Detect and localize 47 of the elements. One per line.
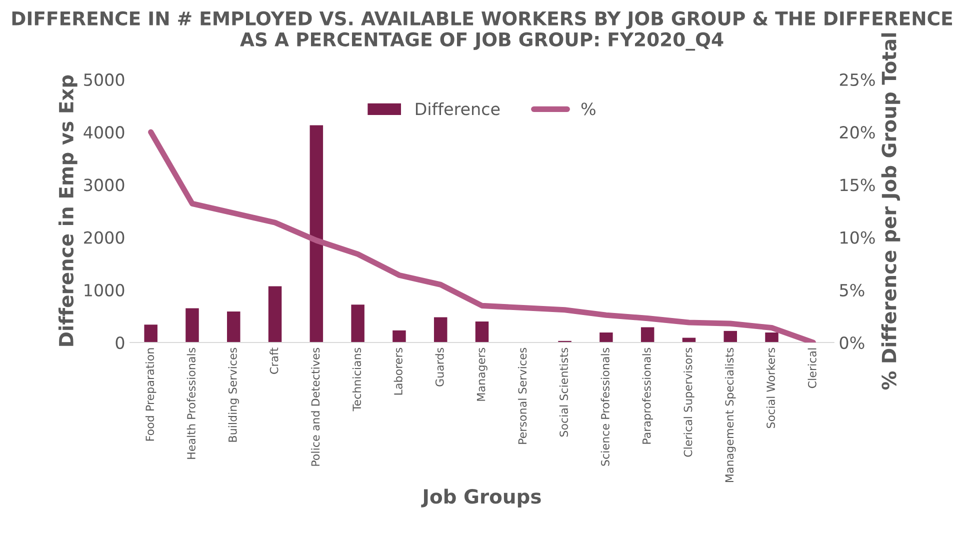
bar xyxy=(640,327,654,342)
y2-tick-label: 25% xyxy=(840,73,875,86)
bar xyxy=(765,332,778,342)
x-tick-label: Managers xyxy=(476,348,488,401)
y-tick-label: 3000 xyxy=(84,178,124,192)
y-tick-label: 0 xyxy=(116,336,124,350)
x-tick-label: Paraprofessionals xyxy=(642,348,653,444)
x-tick-label: Craft xyxy=(270,348,278,374)
x-tick-label: Police and Detectives xyxy=(311,348,320,466)
y-axis-title: Difference in Emp vs Exp xyxy=(58,75,78,346)
bar xyxy=(227,311,240,342)
x-tick-label: Guards xyxy=(435,348,444,386)
y2-tick-label: 5% xyxy=(840,284,864,296)
x-tick-label: Social Workers xyxy=(766,348,775,428)
y-tick-label: 2000 xyxy=(84,231,124,244)
bar xyxy=(434,317,448,342)
x-tick-label: Science Professionals xyxy=(600,348,610,466)
y-tick-label: 1000 xyxy=(84,284,124,296)
x-tick-label: Laborers xyxy=(394,348,402,395)
bar xyxy=(351,304,364,342)
x-axis-title: Job Groups xyxy=(421,488,541,508)
bar xyxy=(600,332,613,342)
x-tick-label: Technicians xyxy=(352,348,362,412)
legend-label: Difference xyxy=(416,102,500,116)
x-tick-label: Clerical Supervisors xyxy=(684,348,694,457)
bar xyxy=(268,286,282,342)
y2-tick-label: 15% xyxy=(840,178,875,192)
y2-tick-label: 20% xyxy=(840,126,875,139)
x-tick-label: Personal Services xyxy=(518,348,527,444)
x-tick-label: Health Professionals xyxy=(186,348,196,459)
bar xyxy=(475,321,489,342)
y2-tick-label: 10% xyxy=(840,231,875,244)
legend-label: % xyxy=(581,102,596,116)
x-tick-label: Management Specialists xyxy=(724,348,736,482)
bar xyxy=(392,330,406,342)
y-tick-label: 5000 xyxy=(84,73,124,86)
y2-axis-title: % Difference per Job Group Total xyxy=(881,33,900,390)
bar xyxy=(186,308,199,342)
x-tick-label: Food Preparation xyxy=(145,348,156,441)
x-tick-label: Social Scientists xyxy=(559,348,568,437)
bar xyxy=(310,125,324,342)
bar xyxy=(144,324,158,342)
x-tick-label: Clerical xyxy=(808,348,816,388)
y-tick-label: 4000 xyxy=(84,126,124,139)
y2-tick-label: 0% xyxy=(840,336,864,350)
bar xyxy=(724,330,737,342)
x-tick-label: Building Services xyxy=(228,348,240,442)
